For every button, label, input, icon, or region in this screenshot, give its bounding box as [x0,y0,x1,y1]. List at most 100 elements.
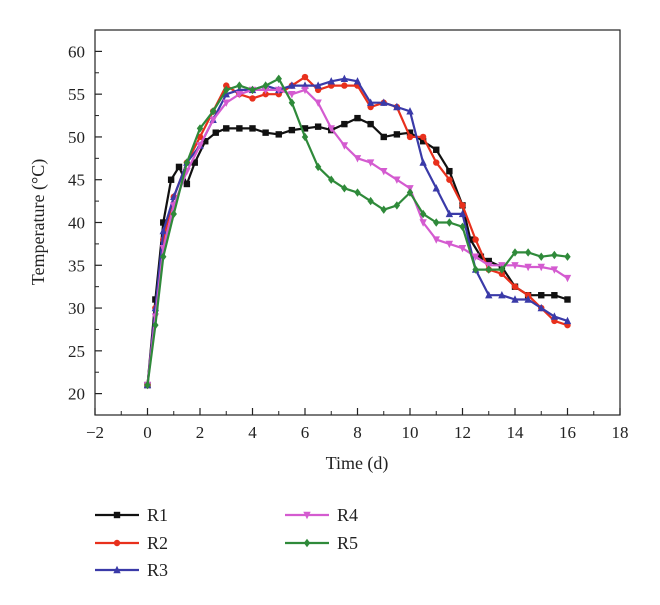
data-point-r5 [511,248,519,257]
data-point-r1 [367,120,374,128]
data-point-r5 [262,81,269,90]
data-point-r4 [380,167,388,176]
x-tick-label: 18 [612,423,629,442]
data-point-r1 [564,296,571,303]
y-tick-label: 60 [68,42,85,61]
series-line-r4 [146,88,569,386]
data-point-r4 [301,86,309,95]
data-point-r5 [236,81,243,90]
data-point-r5 [152,320,159,330]
plot-area [143,73,572,390]
legend-marker-r5 [303,538,311,548]
data-point-r2 [511,283,519,290]
series-line-r5 [146,77,568,386]
data-point-r1 [467,236,474,243]
data-point-r3 [524,295,532,303]
data-point-r3 [159,226,167,235]
data-point-r4 [275,86,283,95]
data-point-r5 [446,218,453,227]
data-point-r4 [511,262,519,270]
data-point-r3 [340,74,349,82]
data-point-r4 [563,274,572,283]
data-point-r1 [393,131,401,138]
y-axis-label: Temperature (°C) [28,159,49,285]
data-point-r1 [551,292,558,299]
data-point-r3 [380,98,388,106]
data-point-r5 [328,175,335,184]
data-point-r1 [477,253,485,260]
data-point-r5 [301,132,309,142]
data-point-r4 [235,90,244,99]
data-point-r1 [183,180,191,188]
data-point-r5 [275,74,282,83]
legend-item-r1: R1 [95,505,168,525]
data-point-r3 [366,98,375,106]
data-point-r5 [380,205,387,214]
data-point-r1 [419,138,427,145]
data-point-r2 [223,82,230,89]
data-point-r4 [209,116,217,125]
data-point-r5 [551,250,558,260]
data-point-r4 [314,99,322,107]
data-point-r2 [301,73,309,81]
data-point-r5 [524,248,532,257]
x-tick-label: 4 [248,423,257,442]
data-point-r4 [261,86,270,95]
legend-marker-r3 [113,565,121,574]
data-point-r2 [433,159,440,166]
x-tick-label: 14 [507,423,525,442]
data-point-r5 [367,196,374,206]
data-point-r4 [196,142,204,150]
x-tick-label: 10 [402,423,419,442]
data-point-r4 [432,236,440,244]
data-point-r5 [433,218,440,227]
series-r4 [143,86,572,390]
data-point-r1 [406,129,414,136]
data-point-r5 [196,124,204,133]
data-point-r1 [202,138,209,145]
legend-label-r1: R1 [147,505,168,525]
data-point-r3 [458,209,467,218]
data-point-r5 [223,85,230,95]
data-point-r4 [288,90,296,99]
data-point-r1 [160,219,167,226]
data-point-r4 [327,125,335,133]
data-point-r1 [236,125,243,132]
y-tick-label: 25 [68,342,85,361]
data-point-r3 [563,316,572,325]
y-tick-label: 35 [68,256,85,275]
data-point-r1 [275,131,282,138]
x-axis-label: Time (d) [326,453,389,474]
data-point-r4 [550,266,559,274]
data-point-r1 [446,167,453,175]
data-point-r2 [249,95,256,102]
data-point-r5 [393,201,401,210]
data-point-r3 [393,102,401,111]
axes: −2 0 2 4 6 8 10 12 14 16 18 20 25 30 35 40 45 50 55 60 [68,29,629,442]
data-point-r5 [249,85,256,95]
y-tick-label: 45 [68,171,85,190]
data-point-r5 [564,252,571,261]
legend-label-r3: R3 [147,560,168,580]
legend-label-r4: R4 [337,505,358,525]
data-point-r3 [445,209,454,218]
data-point-r1 [223,125,230,132]
data-point-r2 [262,90,269,98]
data-point-r1 [354,114,361,122]
data-point-r5 [498,265,506,274]
data-point-r1 [301,125,309,132]
data-point-r5 [472,265,479,274]
data-point-r3 [485,291,493,299]
y-tick-label: 40 [68,214,85,233]
legend-item-r2: R2 [95,533,168,553]
x-tick-label: 0 [143,423,152,442]
x-tick-label: 16 [559,423,576,442]
data-point-r3 [511,295,519,303]
data-point-r5 [183,158,191,167]
legend-item-r3: R3 [95,560,168,580]
data-point-r4 [471,253,480,261]
x-tick-label: 12 [454,423,471,442]
data-point-r4 [222,99,230,107]
data-point-r2 [341,82,348,89]
data-point-r3 [288,81,296,89]
